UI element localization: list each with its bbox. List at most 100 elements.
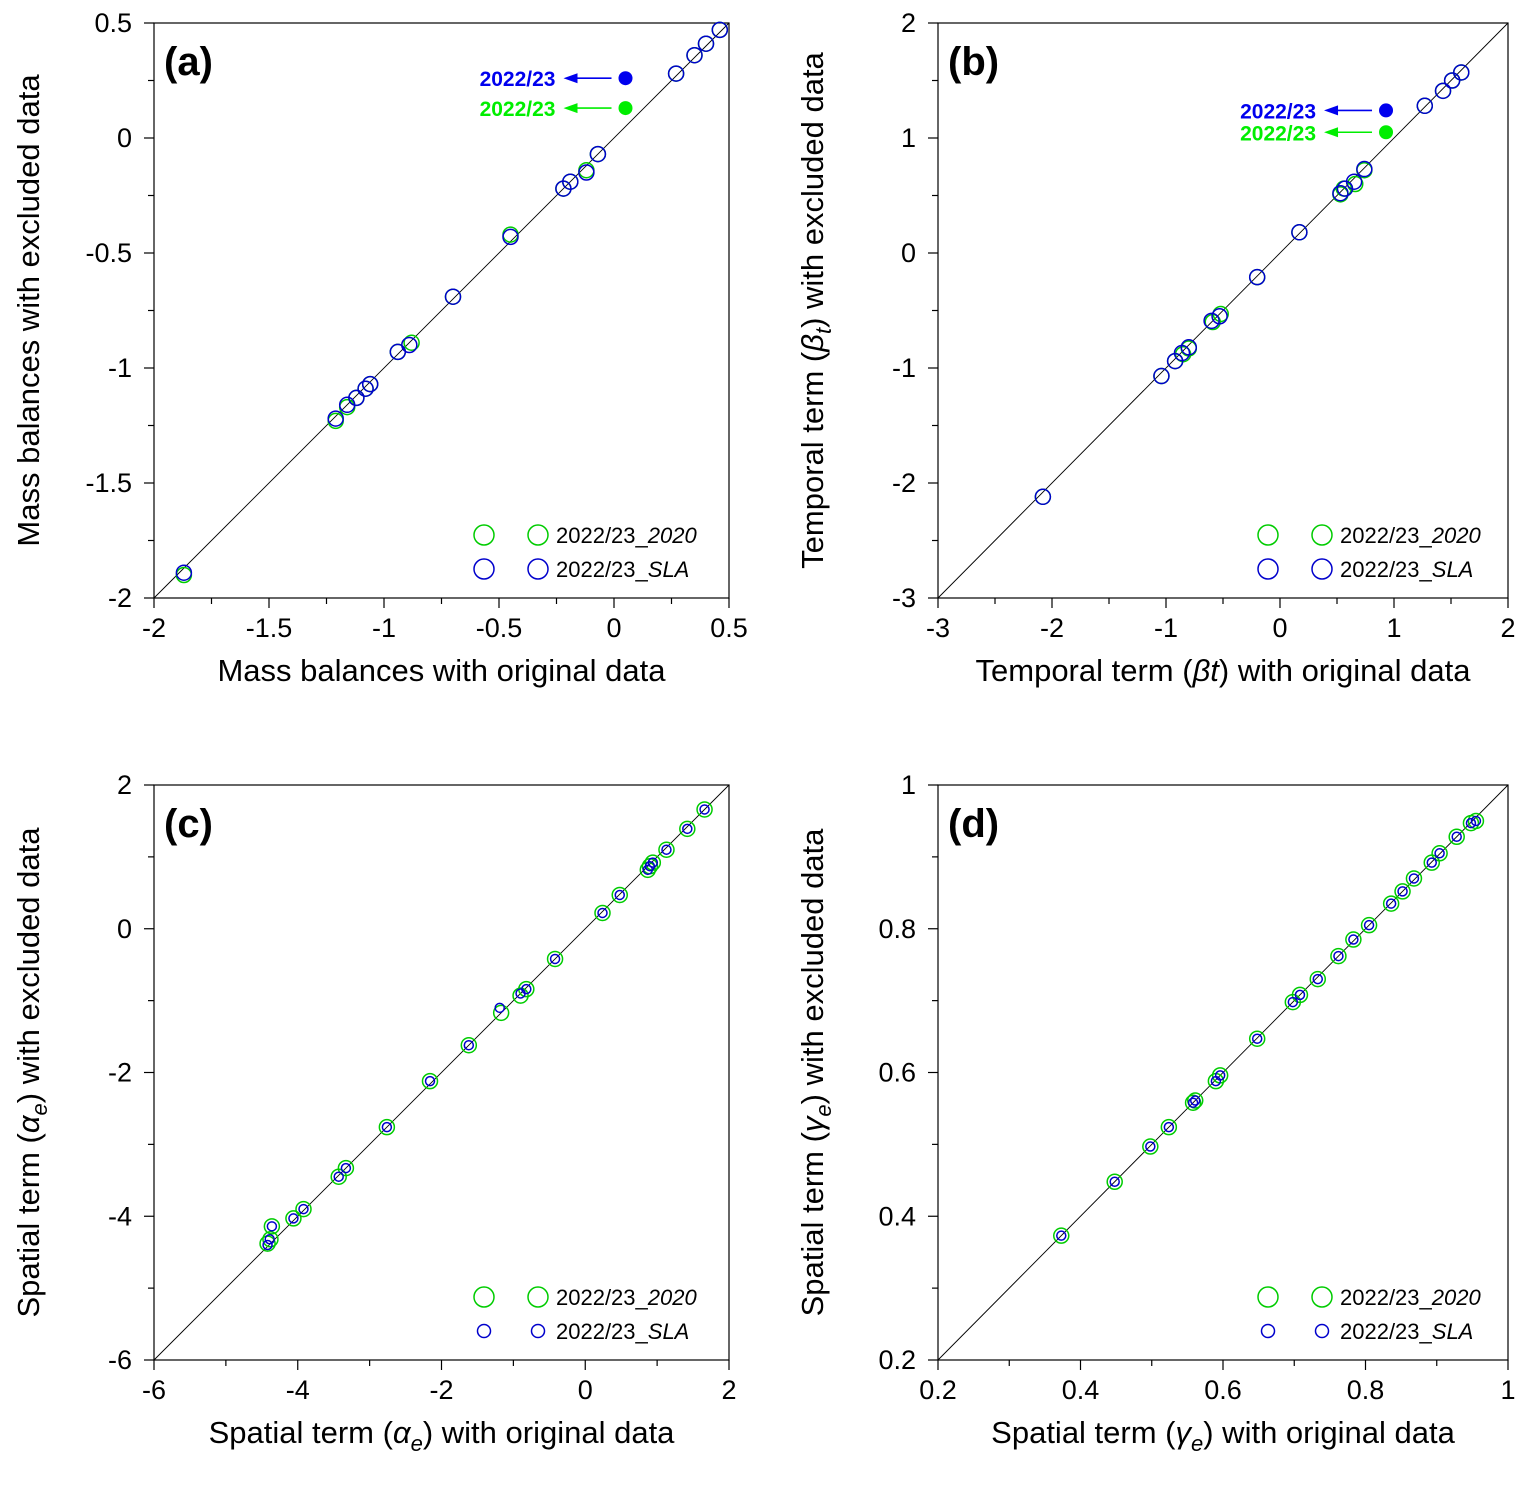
y-axis-label-part: Temporal term (	[795, 351, 830, 569]
data-point	[262, 1239, 273, 1251]
data-point	[494, 1002, 505, 1014]
x-tick-label: 0	[1272, 613, 1287, 643]
data-point	[697, 35, 715, 52]
x-tick-label: 2	[721, 1375, 736, 1405]
data-point	[175, 564, 193, 581]
data-point	[381, 1121, 393, 1133]
legend-marker	[1311, 524, 1333, 546]
y-tick-label: 0.8	[878, 914, 916, 944]
legend-label-part: 2022/23_	[1340, 523, 1433, 548]
legend-marker	[527, 524, 549, 546]
data-point	[1160, 1118, 1178, 1136]
y-tick-label: 0	[117, 914, 132, 944]
data-point	[401, 336, 418, 354]
legend-label: 2022/23_2020	[1340, 1285, 1481, 1310]
y-tick-label: -1	[892, 353, 916, 383]
annotation-label: 2022/23	[1240, 100, 1316, 123]
data-point	[661, 844, 672, 855]
legend-marker	[530, 1323, 546, 1339]
data-point	[1203, 312, 1220, 330]
data-point	[337, 1159, 355, 1177]
data-point	[594, 904, 611, 922]
data-point	[1211, 308, 1228, 325]
data-point	[1467, 812, 1485, 830]
legend-label-part: SLA	[648, 557, 690, 582]
y-axis-label: Spatial term (γe) with excluded data	[795, 828, 836, 1317]
legend-label-part: 2020	[647, 523, 698, 548]
data-point	[1385, 898, 1397, 909]
data-point	[361, 375, 379, 393]
data-point	[288, 1213, 299, 1224]
data-point	[1053, 1227, 1070, 1244]
y-tick-label: -3	[892, 583, 916, 613]
annotation-label: 2022/23	[480, 68, 556, 91]
annotation-marker	[1379, 103, 1394, 118]
y-axis-label-part: Mass balances with excluded data	[11, 74, 46, 547]
data-point	[696, 801, 713, 818]
y-axis-label-part: Spatial term (	[795, 1131, 830, 1316]
data-point	[1189, 1095, 1201, 1106]
annotation-marker	[618, 101, 633, 116]
identity-line	[937, 22, 1509, 599]
data-point	[1109, 1176, 1120, 1187]
data-point	[1145, 1141, 1156, 1152]
x-axis-label-part: ) with original data	[423, 1415, 675, 1450]
legend-marker	[1257, 558, 1279, 580]
x-axis-label-part: βt	[1192, 653, 1221, 688]
data-point	[1184, 1094, 1202, 1111]
data-point	[1363, 919, 1375, 931]
data-point	[1434, 848, 1445, 859]
y-axis-label-part: e	[27, 1103, 52, 1115]
legend-marker	[1257, 524, 1279, 546]
data-point	[1294, 989, 1306, 1001]
legend-marker	[1314, 1323, 1330, 1339]
legend-label-part: 2020	[1431, 1285, 1482, 1310]
legend-label-part: 2022/23_	[556, 1285, 649, 1310]
legend-label-part: SLA	[1432, 1319, 1474, 1344]
x-tick-label: -2	[1040, 613, 1064, 643]
data-point	[546, 950, 564, 968]
identity-line	[153, 784, 730, 1361]
x-tick-label: -2	[429, 1375, 453, 1405]
data-point	[264, 1234, 275, 1245]
y-tick-label: -1	[108, 353, 132, 383]
data-point	[1451, 831, 1462, 842]
annotation-arrowhead	[1324, 105, 1339, 116]
data-point	[263, 1218, 281, 1235]
y-tick-label: -0.5	[85, 238, 132, 268]
legend-label-part: 2022/23_	[556, 523, 649, 548]
data-point	[1470, 815, 1482, 827]
data-point	[1180, 339, 1198, 356]
data-point	[1251, 1033, 1263, 1044]
data-point	[389, 343, 407, 361]
data-point	[1431, 845, 1448, 862]
data-point	[340, 1162, 352, 1174]
data-point	[614, 889, 625, 901]
data-point	[1408, 873, 1420, 884]
x-axis-label-part: ) with original data	[1203, 1415, 1455, 1450]
data-point	[1312, 973, 1324, 985]
data-point	[1465, 817, 1477, 829]
y-tick-label: 1	[901, 770, 916, 800]
y-tick-label: 0	[901, 238, 916, 268]
legend-marker	[473, 524, 495, 546]
data-point	[1248, 1030, 1266, 1047]
annotation-label: 2022/23	[1240, 122, 1316, 145]
y-tick-label: -1.5	[85, 468, 132, 498]
annotation-arrowhead	[563, 73, 578, 84]
data-point	[1056, 1230, 1067, 1241]
y-tick-label: 0	[117, 123, 132, 153]
panel-label: (a)	[164, 40, 213, 84]
x-axis-label-part: e	[411, 1431, 423, 1456]
x-tick-label: -1	[372, 613, 396, 643]
data-point	[647, 857, 659, 868]
y-axis-label-part: Spatial term (	[11, 1132, 46, 1317]
legend-label: 2022/23_SLA	[1340, 1319, 1473, 1344]
panel-label: (c)	[164, 802, 213, 846]
legend-label-part: SLA	[1432, 557, 1474, 582]
y-tick-label: -2	[108, 1058, 132, 1088]
data-point	[1034, 488, 1052, 506]
y-axis-label-part: α	[11, 1114, 46, 1133]
